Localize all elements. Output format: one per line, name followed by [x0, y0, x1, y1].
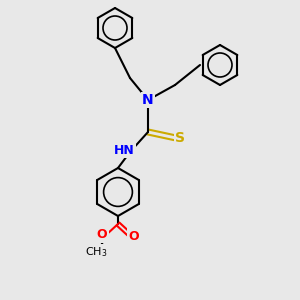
Text: HN: HN [114, 143, 134, 157]
Text: O: O [97, 229, 107, 242]
Text: N: N [142, 93, 154, 107]
Text: CH$_3$: CH$_3$ [85, 245, 107, 259]
Text: O: O [129, 230, 139, 242]
Text: S: S [175, 131, 185, 145]
